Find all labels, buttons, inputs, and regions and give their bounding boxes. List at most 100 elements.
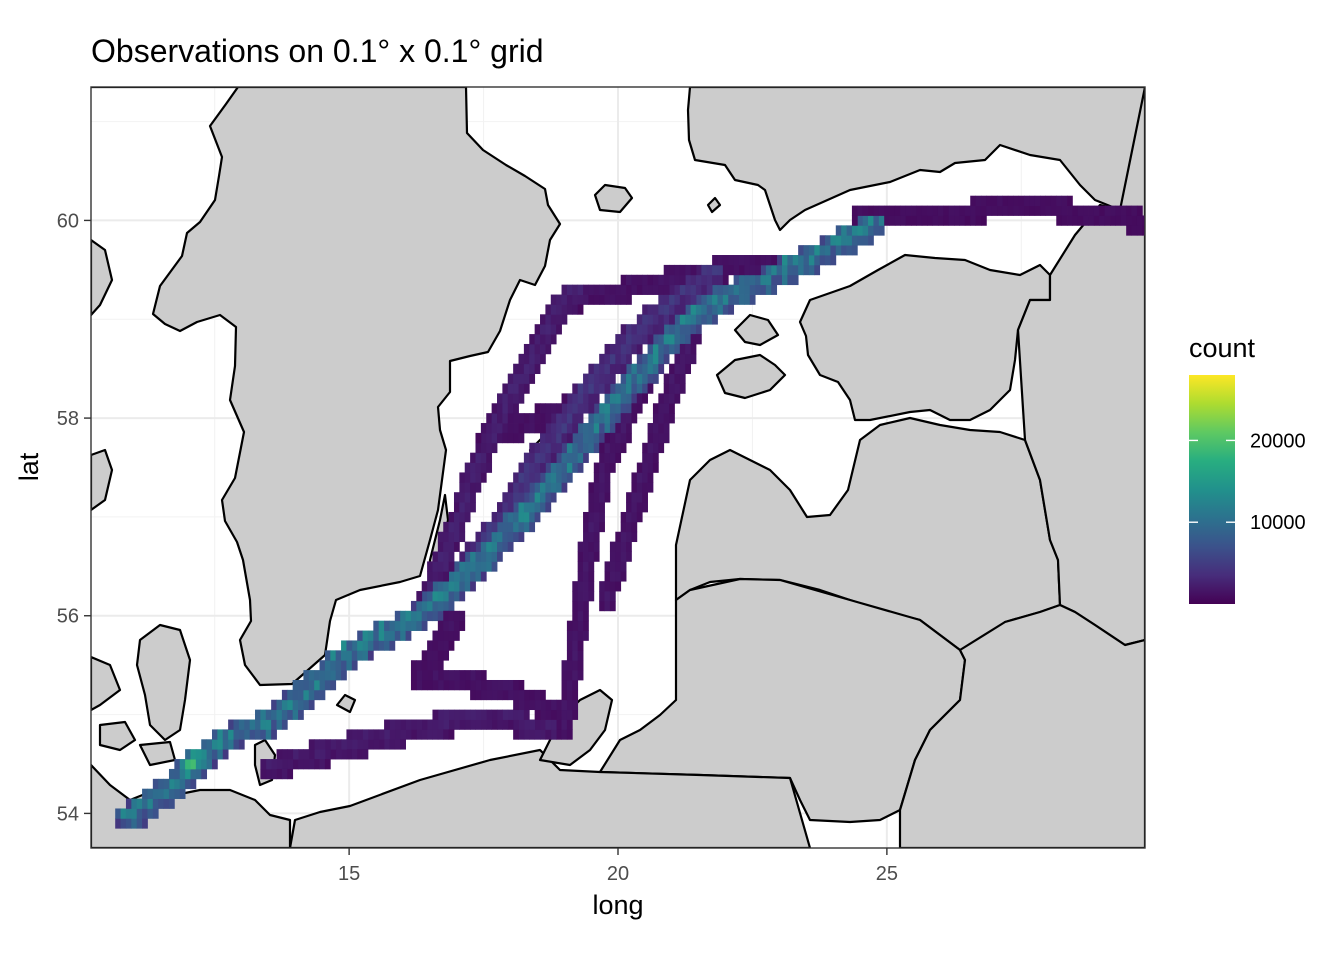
heatmap-cell [631,274,638,286]
heatmap-cell [626,502,632,513]
heatmap-cell [195,768,202,780]
heatmap-cell [1002,205,1009,216]
heatmap-cell [819,255,826,266]
heatmap-cell [572,600,579,612]
heatmap-cell [507,541,514,552]
heatmap-cell [647,432,654,444]
heatmap-cell [437,531,444,543]
heatmap-cell [991,195,998,206]
heatmap-cell [572,650,579,661]
heatmap-cell [652,373,659,384]
heatmap-cell [663,294,670,305]
heatmap-cell [566,423,573,434]
heatmap-cell [550,442,557,454]
heatmap-cell [556,294,562,305]
heatmap-cell [626,343,632,355]
heatmap-cell [631,413,638,424]
heatmap-cell [475,482,482,493]
heatmap-cell [599,521,605,533]
heatmap-cell [513,689,519,701]
heatmap-cell [545,423,552,434]
heatmap-cell [550,709,557,720]
heatmap-cell [518,679,525,691]
heatmap-cell [507,482,514,493]
heatmap-cell [534,482,541,493]
heatmap-cell [631,363,638,375]
heatmap-cell [453,502,460,513]
heatmap-cell [384,729,390,740]
heatmap-cell [572,413,579,424]
heatmap-cell [255,729,261,740]
heatmap-cell [265,709,272,720]
heatmap-cell [776,264,783,276]
heatmap-cell [566,452,573,463]
heatmap-cell [679,373,686,384]
heatmap-cell [432,561,439,572]
heatmap-cell [679,324,686,335]
heatmap-cell [631,373,638,384]
heatmap-cell [663,432,670,444]
heatmap-cell [1024,205,1030,216]
heatmap-cell [593,393,600,404]
heatmap-cell [604,294,611,305]
heatmap-cell [459,472,466,483]
heatmap-cell [437,679,444,691]
heatmap-cell [873,225,880,236]
heatmap-cell [529,452,536,463]
heatmap-cell [437,670,444,681]
heatmap-cell [448,571,455,582]
heatmap-cell [550,452,557,463]
heatmap-cell [905,215,912,226]
heatmap-cell [394,739,401,750]
heatmap-cell [475,551,482,562]
heatmap-cell [534,334,541,345]
heatmap-cell [652,304,659,315]
heatmap-cell [238,739,245,750]
heatmap-cell [599,413,605,424]
heatmap-cell [911,205,917,216]
heatmap-cell [701,274,708,286]
heatmap-cell [647,274,654,286]
heatmap-cell [523,353,530,365]
heatmap-cell [201,768,208,780]
heatmap-cell [147,788,154,799]
heatmap-cell [174,759,181,770]
heatmap-cell [486,521,493,533]
heatmap-cell [464,571,471,582]
heatmap-cell [421,591,428,602]
heatmap-cell [486,432,493,444]
heatmap-cell [609,383,616,394]
heatmap-cell [211,749,218,760]
heatmap-cell [550,324,557,335]
heatmap-cell [233,719,240,730]
heatmap-cell [604,492,611,503]
heatmap-cell [437,630,444,641]
heatmap-cell [486,531,493,543]
heatmap-cell [475,442,482,454]
heatmap-cell [599,462,605,473]
heatmap-cell [179,759,186,770]
heatmap-cell [389,719,396,730]
heatmap-cell [378,739,385,750]
heatmap-cell [298,759,304,770]
heatmap-cell [583,551,589,562]
heatmap-cell [599,591,605,602]
heatmap-cell [362,739,369,750]
heatmap-cell [604,472,611,483]
heatmap-cell [421,729,428,740]
heatmap-cell [260,719,267,730]
heatmap-cell [755,264,761,276]
heatmap-cell [690,264,697,276]
heatmap-cell [346,729,353,740]
heatmap-cell [443,561,450,572]
heatmap-cell [577,630,584,641]
heatmap-cell [545,699,552,711]
heatmap-cell [712,284,718,295]
heatmap-cell [658,423,665,434]
heatmap-cell [410,719,417,730]
heatmap-cell [324,650,331,661]
heatmap-cell [152,788,159,799]
heatmap-cell [749,284,756,295]
heatmap-cell [943,215,950,226]
heatmap-cell [577,304,584,315]
